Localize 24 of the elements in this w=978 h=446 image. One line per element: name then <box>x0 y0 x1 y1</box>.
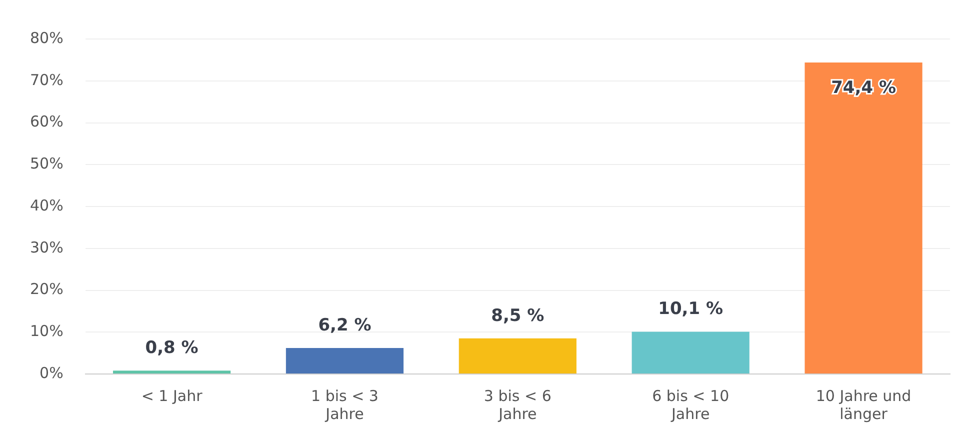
x-tick-label: 6 bis < 10 Jahre <box>652 386 730 423</box>
data-label: 8,5 % <box>491 306 544 326</box>
y-tick-label: 10% <box>30 322 64 340</box>
y-tick-label: 30% <box>30 238 64 256</box>
data-label: 6,2 % <box>318 315 372 336</box>
y-tick-label: 40% <box>30 196 64 214</box>
data-label: 74,4 % <box>831 78 896 98</box>
x-tick-label: 10 Jahre und länger <box>816 386 912 423</box>
bar <box>458 338 576 374</box>
data-label: 10,1 % <box>658 299 724 320</box>
x-tick-label: < 1 Jahr <box>141 386 204 405</box>
y-tick-label: 80% <box>30 28 64 47</box>
y-tick-label: 70% <box>30 70 64 89</box>
data-label: 0,8 % <box>145 338 198 358</box>
bar <box>804 62 922 374</box>
bar <box>113 370 231 374</box>
bar <box>286 348 404 374</box>
bar <box>632 332 750 374</box>
y-tick-label: 50% <box>30 154 64 173</box>
x-tick-label: 1 bis < 3 Jahre <box>311 386 378 423</box>
x-tick-label: 3 bis < 6 Jahre <box>484 386 552 423</box>
y-tick-label: 60% <box>30 112 64 131</box>
y-tick-label: 20% <box>30 280 64 298</box>
y-tick-label: 0% <box>40 364 64 382</box>
